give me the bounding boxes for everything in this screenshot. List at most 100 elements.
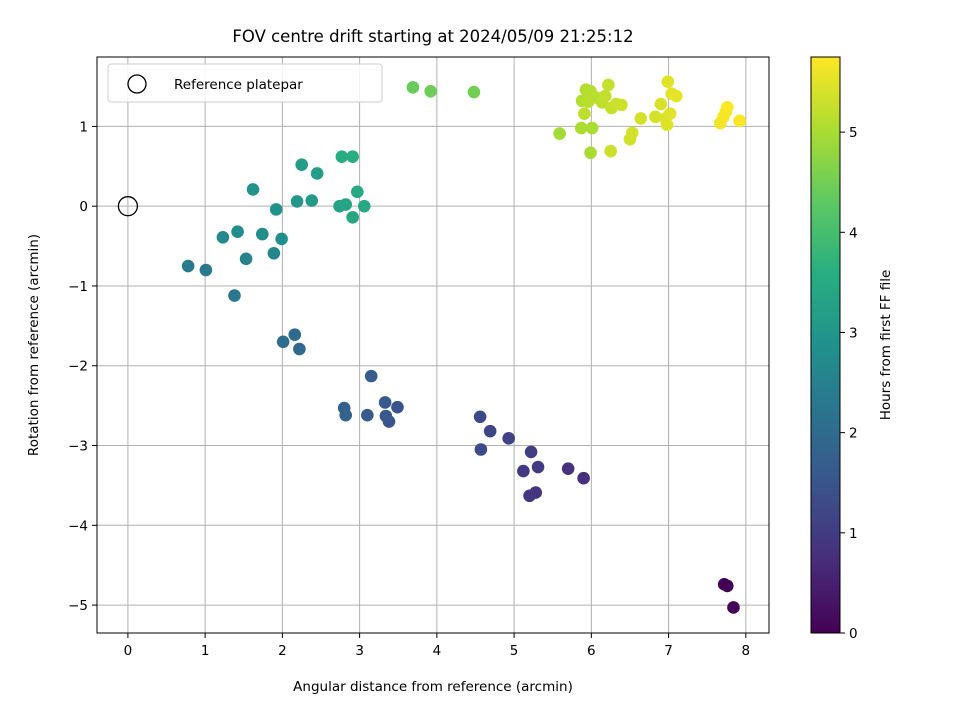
data-points [181, 75, 746, 614]
colorbar-gradient [810, 56, 841, 634]
chart-title: FOV centre drift starting at 2024/05/09 … [232, 27, 633, 46]
x-tick-label: 7 [664, 643, 673, 659]
data-point [577, 471, 590, 485]
data-point [660, 118, 674, 132]
data-point [255, 227, 269, 241]
colorbar-tick-label: 4 [849, 225, 858, 241]
data-point [473, 410, 487, 424]
data-point [290, 195, 304, 208]
colorbar-tick-label: 1 [849, 526, 858, 542]
data-point [615, 98, 628, 112]
data-point [305, 194, 319, 207]
reference-point-marker [117, 196, 139, 217]
data-point [517, 464, 530, 478]
colorbar-tick-label: 5 [849, 125, 858, 141]
data-point [269, 203, 283, 216]
data-point [199, 263, 213, 277]
data-point [649, 110, 662, 124]
data-point [531, 460, 545, 474]
data-point [216, 230, 230, 244]
y-tick-label: −1 [68, 279, 88, 295]
legend-reference-label: Reference platepar [174, 77, 303, 93]
y-tick-label: −5 [68, 598, 88, 614]
data-point [733, 114, 746, 128]
colorbar-tick-label: 2 [849, 426, 858, 442]
data-point [720, 579, 734, 593]
data-point [246, 183, 260, 196]
data-point [295, 158, 308, 172]
data-point [523, 489, 536, 503]
data-point [339, 408, 353, 422]
reference-point-layer [117, 196, 139, 217]
x-axis-ticks: 0 1 2 3 4 5 6 7 8 [124, 633, 751, 659]
x-tick-label: 8 [742, 643, 751, 659]
data-point [720, 100, 734, 114]
x-tick-label: 4 [433, 643, 442, 659]
data-point [361, 408, 374, 422]
colorbar-ticks: 0 1 2 3 4 5 [840, 125, 858, 642]
data-point [267, 246, 281, 260]
data-point [346, 211, 359, 224]
y-axis-label: Rotation from reference (arcmin) [26, 234, 42, 456]
x-axis-label: Angular distance from reference (arcmin) [293, 679, 573, 695]
data-point [575, 121, 588, 135]
data-point [598, 89, 612, 103]
x-tick-label: 3 [355, 643, 364, 659]
legend: Reference platepar [107, 63, 383, 103]
data-point [524, 445, 538, 459]
data-point [634, 112, 648, 125]
x-tick-label: 6 [587, 643, 596, 659]
data-point [585, 121, 599, 135]
data-point [293, 342, 306, 356]
data-point [335, 150, 349, 164]
data-point [578, 107, 591, 120]
data-point [357, 199, 371, 213]
data-point [584, 146, 597, 160]
data-point [379, 409, 393, 423]
data-point [502, 432, 515, 445]
colorbar-label: Hours from first FF file [878, 270, 894, 421]
data-point [663, 107, 677, 120]
grid [97, 57, 769, 633]
data-point [727, 601, 740, 614]
data-point [553, 127, 566, 140]
data-point [661, 75, 675, 89]
data-point [483, 424, 497, 438]
y-tick-label: 1 [79, 119, 88, 135]
data-point [561, 462, 575, 475]
y-axis-ticks: −5 −4 −3 −2 −1 0 1 [68, 119, 97, 614]
data-point [351, 185, 364, 199]
colorbar: 0 1 2 3 4 5 Hours from first FF file [810, 56, 894, 642]
data-point [406, 81, 420, 94]
x-tick-label: 0 [124, 643, 133, 659]
data-point [581, 95, 595, 108]
data-point [288, 328, 302, 341]
data-point [604, 144, 617, 158]
data-point [276, 335, 290, 349]
data-point [346, 150, 359, 164]
data-point [310, 167, 324, 180]
data-point [275, 232, 288, 246]
plot-frame [96, 56, 770, 634]
x-tick-label: 5 [510, 643, 519, 659]
data-point [467, 85, 481, 99]
y-tick-label: −2 [68, 359, 88, 375]
data-point [391, 400, 404, 414]
data-point [602, 78, 615, 92]
data-point [625, 126, 639, 140]
data-point [231, 225, 244, 239]
data-point [378, 396, 392, 409]
data-point [670, 89, 683, 103]
colorbar-tick-label: 3 [849, 325, 858, 341]
data-point [474, 443, 488, 456]
colorbar-tick-label: 0 [849, 626, 858, 642]
legend-reference-marker [127, 74, 147, 94]
x-tick-label: 2 [278, 643, 287, 659]
data-point [239, 252, 253, 266]
data-point [364, 369, 378, 383]
y-tick-label: 0 [79, 199, 88, 215]
x-tick-label: 1 [201, 643, 210, 659]
data-point [228, 289, 241, 302]
data-point [424, 85, 437, 98]
